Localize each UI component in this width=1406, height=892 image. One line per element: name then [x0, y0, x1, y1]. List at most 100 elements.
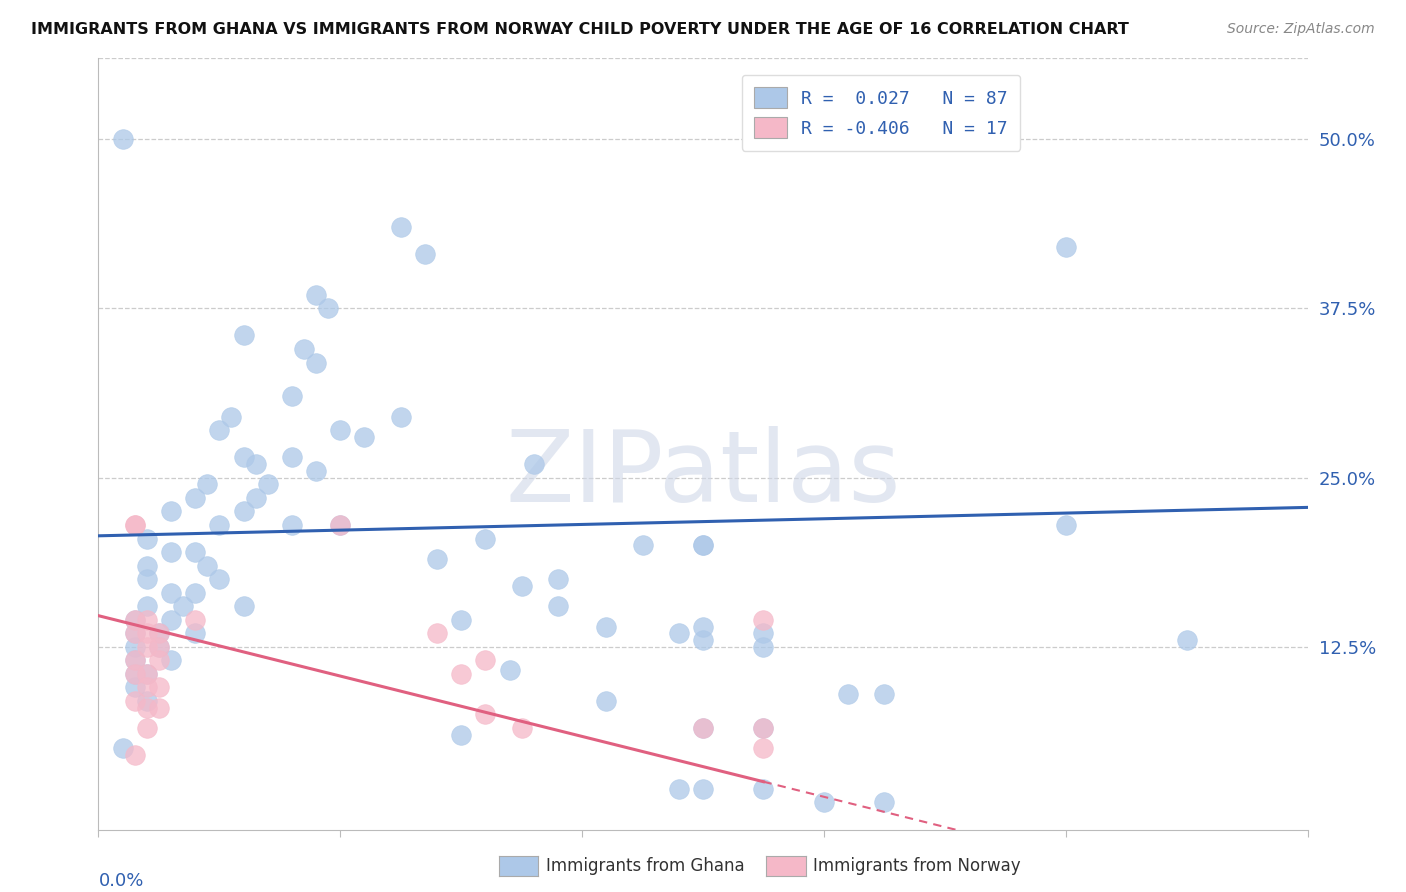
Point — [184, 491, 207, 505]
Point — [148, 653, 170, 667]
Point — [124, 518, 146, 533]
Point — [135, 681, 157, 695]
Point — [135, 572, 157, 586]
Point — [208, 423, 231, 437]
Point — [389, 409, 412, 424]
Point — [160, 504, 183, 518]
Point — [305, 355, 328, 369]
Point — [523, 457, 546, 471]
Point — [547, 599, 569, 614]
Point — [837, 687, 859, 701]
Point — [450, 728, 472, 742]
Point — [232, 599, 254, 614]
Point — [547, 572, 569, 586]
Point — [160, 585, 183, 599]
Point — [184, 626, 207, 640]
Point — [692, 721, 714, 735]
Point — [305, 288, 328, 302]
Point — [474, 707, 496, 722]
Point — [124, 613, 146, 627]
Point — [124, 666, 146, 681]
Point — [124, 613, 146, 627]
Point — [124, 694, 146, 708]
Point — [1054, 240, 1077, 254]
Point — [692, 633, 714, 648]
Point — [329, 423, 352, 437]
Text: Immigrants from Norway: Immigrants from Norway — [813, 857, 1021, 875]
Point — [1054, 518, 1077, 533]
Point — [873, 687, 896, 701]
Point — [124, 681, 146, 695]
Point — [148, 626, 170, 640]
Point — [292, 342, 315, 356]
Point — [184, 613, 207, 627]
Point — [124, 653, 146, 667]
Point — [873, 796, 896, 810]
Point — [124, 640, 146, 654]
Point — [195, 558, 218, 573]
Point — [692, 538, 714, 552]
Point — [752, 640, 775, 654]
Point — [148, 681, 170, 695]
Point — [195, 477, 218, 491]
Point — [813, 796, 835, 810]
Point — [245, 491, 267, 505]
Point — [256, 477, 278, 491]
Point — [135, 700, 157, 714]
Point — [232, 328, 254, 343]
Text: Immigrants from Ghana: Immigrants from Ghana — [546, 857, 744, 875]
Point — [208, 572, 231, 586]
Point — [692, 721, 714, 735]
Point — [232, 504, 254, 518]
Point — [208, 518, 231, 533]
Point — [595, 694, 617, 708]
Point — [124, 626, 146, 640]
Point — [752, 721, 775, 735]
Point — [353, 430, 375, 444]
Point — [668, 781, 690, 796]
Point — [474, 532, 496, 546]
Point — [510, 721, 533, 735]
Point — [148, 640, 170, 654]
Point — [135, 532, 157, 546]
Point — [389, 220, 412, 235]
Point — [752, 781, 775, 796]
Y-axis label: Child Poverty Under the Age of 16: Child Poverty Under the Age of 16 — [0, 307, 7, 581]
Point — [184, 585, 207, 599]
Point — [668, 626, 690, 640]
Text: ZIPatlas: ZIPatlas — [505, 426, 901, 523]
Point — [111, 132, 134, 146]
Point — [135, 721, 157, 735]
Point — [281, 450, 304, 465]
Point — [135, 666, 157, 681]
Point — [692, 619, 714, 633]
Point — [111, 741, 134, 756]
Point — [281, 518, 304, 533]
Point — [160, 545, 183, 559]
Point — [124, 626, 146, 640]
Point — [245, 457, 267, 471]
Point — [281, 389, 304, 403]
Point — [752, 626, 775, 640]
Point — [148, 640, 170, 654]
Point — [474, 653, 496, 667]
Point — [148, 626, 170, 640]
Point — [135, 694, 157, 708]
Text: Source: ZipAtlas.com: Source: ZipAtlas.com — [1227, 22, 1375, 37]
Text: IMMIGRANTS FROM GHANA VS IMMIGRANTS FROM NORWAY CHILD POVERTY UNDER THE AGE OF 1: IMMIGRANTS FROM GHANA VS IMMIGRANTS FROM… — [31, 22, 1129, 37]
Point — [124, 666, 146, 681]
Point — [450, 613, 472, 627]
Point — [631, 538, 654, 552]
Point — [232, 450, 254, 465]
Point — [752, 741, 775, 756]
Point — [595, 619, 617, 633]
Point — [426, 551, 449, 566]
Point — [498, 663, 520, 677]
Point — [329, 518, 352, 533]
Point — [135, 558, 157, 573]
Point — [160, 613, 183, 627]
Point — [160, 653, 183, 667]
Point — [135, 599, 157, 614]
Point — [305, 464, 328, 478]
Point — [316, 301, 339, 316]
